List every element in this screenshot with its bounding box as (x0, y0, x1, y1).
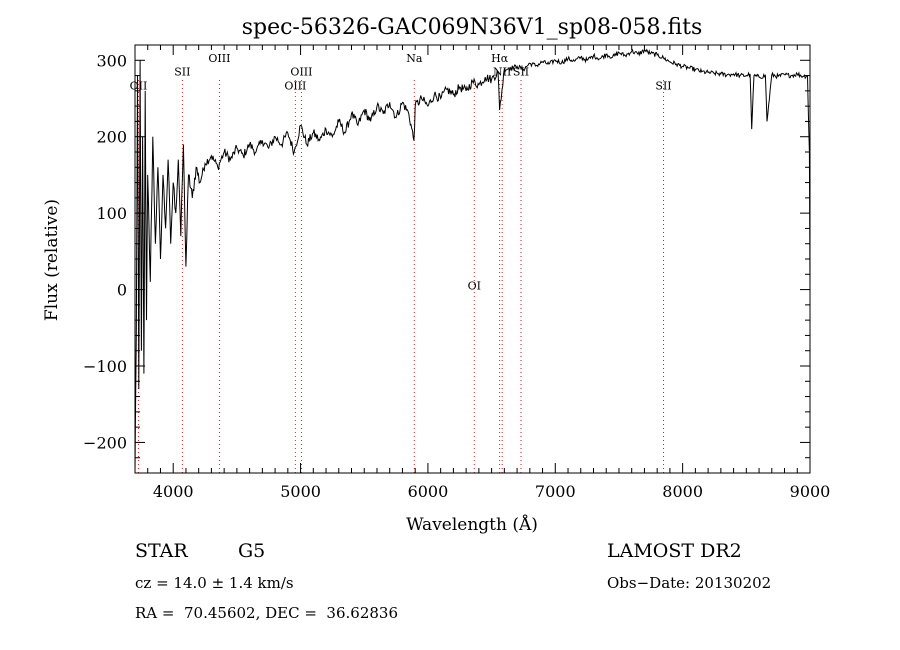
redshift-value: cz = 14.0 ± 1.4 km/s (135, 574, 294, 592)
y-tick-label: −200 (83, 433, 127, 452)
axes (134, 44, 811, 474)
object-subclass: G5 (238, 540, 266, 562)
spectrum-line (134, 48, 811, 474)
line-marker-label: OI (468, 280, 481, 293)
line-marker-label: OII (130, 79, 148, 92)
object-class: STAR (135, 540, 188, 562)
x-tick-label: 6000 (408, 482, 449, 501)
y-tick-label: 0 (117, 281, 127, 300)
x-tick-label: 4000 (153, 482, 194, 501)
y-tick-label: 200 (96, 128, 127, 147)
line-marker-label: OIII (284, 79, 306, 92)
line-marker-label: Na (406, 52, 423, 65)
line-marker-label: SII (655, 79, 671, 92)
line-marker-label: OIII (290, 66, 312, 79)
line-marker-label: SII (174, 66, 190, 79)
survey-name: LAMOST DR2 (607, 540, 742, 562)
x-tick-label: 9000 (790, 482, 831, 501)
x-tick-label: 7000 (535, 482, 576, 501)
y-tick-label: 300 (96, 51, 127, 70)
line-marker-label: Hα (491, 52, 509, 65)
x-axis-label: Wavelength (Å) (406, 514, 538, 535)
coordinates: RA = 70.45602, DEC = 36.62836 (135, 604, 399, 622)
y-axis-label: Flux (relative) (42, 199, 62, 321)
chart-title: spec-56326-GAC069N36V1_sp08-058.fits (242, 15, 703, 40)
y-tick-label: −100 (83, 357, 127, 376)
x-tick-label: 8000 (662, 482, 703, 501)
plot-frame (134, 44, 811, 474)
y-tick-label: 100 (96, 204, 127, 223)
x-tick-label: 5000 (280, 482, 321, 501)
line-marker-label: OIII (208, 52, 230, 65)
obs-date: Obs−Date: 20130202 (607, 574, 772, 592)
line-marker-label: NII (493, 66, 511, 79)
tick-labels: 4000 5000 6000 7000 8000 9000 −200 −100 0 100 200 3… (83, 51, 830, 501)
